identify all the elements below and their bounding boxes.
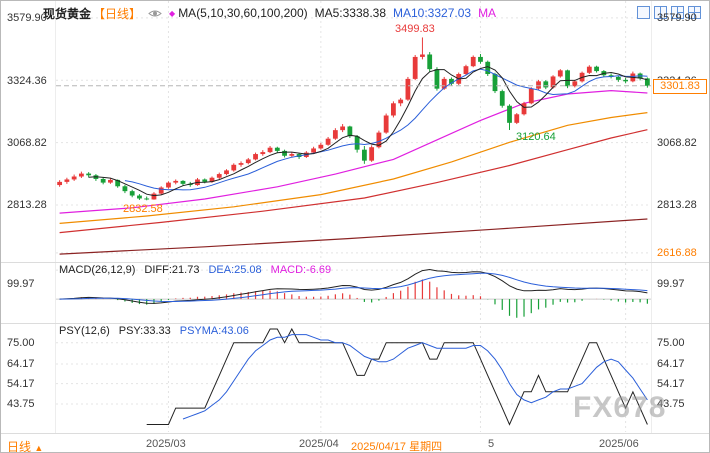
macd-axis-label: 99.97	[657, 278, 685, 290]
psy-value: PSY:33.33	[118, 325, 171, 337]
psy-axis-label: 64.17	[7, 358, 35, 370]
high-annotation: 3499.83	[395, 23, 435, 35]
low-annotation-may: 3120.64	[516, 131, 556, 143]
macd-header: MACD(26,12,9) DIFF:21.73 DEA:25.08 MACD:…	[59, 264, 331, 276]
psy-axis-label: 54.17	[657, 378, 685, 390]
plot-right-border	[651, 1, 652, 433]
ma-params-label: MA(5,10,30,60,100,200)	[178, 6, 308, 20]
layout-toolbar	[637, 6, 701, 19]
y-axis-label: 3068.82	[7, 137, 47, 149]
x-axis-label: 2025/06	[599, 438, 639, 450]
x-axis-label: 2025/03	[146, 438, 186, 450]
low-annotation-march: 2832.58	[123, 203, 163, 215]
symbol-name: 现货黄金	[43, 6, 92, 21]
chevron-up-icon: ▲	[34, 443, 44, 453]
macd-pane[interactable]	[56, 263, 651, 323]
ma30-value-truncated: MA	[478, 6, 497, 20]
psy-axis-label: 43.75	[7, 398, 35, 410]
psy-axis-label: 54.17	[7, 378, 35, 390]
layout-split-3-icon[interactable]	[671, 6, 684, 19]
psyma-value: PSYMA:43.06	[179, 325, 249, 337]
current-price-badge: 3301.83	[653, 79, 707, 94]
xaxis-separator	[1, 433, 709, 434]
ma5-value: MA5:3338.38	[314, 6, 386, 20]
ma10-value: MA10:3327.03	[393, 6, 472, 20]
selected-date-label: 2025/04/17 星期四	[349, 438, 445, 452]
diamond-icon: ◆	[169, 8, 176, 18]
period-selector-label: 日线	[7, 440, 32, 453]
psy-name: PSY(12,6)	[59, 325, 110, 337]
y-axis-label: 3579.90	[7, 12, 47, 24]
layout-split-2-icon[interactable]	[654, 6, 667, 19]
y-axis-label: 3579.90	[657, 12, 697, 24]
y-axis-label-ma200: 2616.88	[657, 247, 697, 259]
y-axis-label: 2813.28	[7, 199, 47, 211]
x-axis-label-partial: 5	[488, 438, 495, 450]
y-axis-label: 2813.28	[657, 199, 697, 211]
macd-hist-value: MACD:-6.69	[270, 264, 332, 276]
macd-dea-value: DEA:25.08	[208, 264, 262, 276]
layout-single-icon[interactable]	[637, 6, 650, 19]
psy-pane[interactable]	[56, 326, 651, 433]
price-pane[interactable]	[56, 1, 651, 262]
eye-icon[interactable]	[148, 8, 162, 19]
macd-separator	[1, 262, 709, 263]
x-axis-label: 2025/04	[299, 438, 339, 450]
y-axis-label: 3324.36	[7, 75, 47, 87]
psy-separator	[1, 323, 709, 324]
period-tag: 【日线】	[93, 6, 142, 21]
plot-left-border	[55, 1, 56, 433]
period-selector-button[interactable]: 日线 ▲	[7, 438, 44, 453]
layout-split-4-icon[interactable]	[688, 6, 701, 19]
watermark: FX678	[573, 391, 667, 424]
psy-axis-label: 64.17	[657, 358, 685, 370]
psy-header: PSY(12,6) PSY:33.33 PSYMA:43.06	[59, 325, 249, 337]
macd-name: MACD(26,12,9)	[59, 264, 136, 276]
psy-axis-label: 75.00	[7, 337, 35, 349]
macd-axis-label: 99.97	[7, 278, 35, 290]
macd-diff-value: DIFF:21.73	[144, 264, 200, 276]
psy-axis-label: 43.75	[657, 398, 685, 410]
y-axis-label: 3068.82	[657, 137, 697, 149]
chart-header: 现货黄金 【日线】 ◆ MA(5,10,30,60,100,200) MA5:3…	[43, 5, 496, 21]
psy-axis-label: 75.00	[657, 337, 685, 349]
